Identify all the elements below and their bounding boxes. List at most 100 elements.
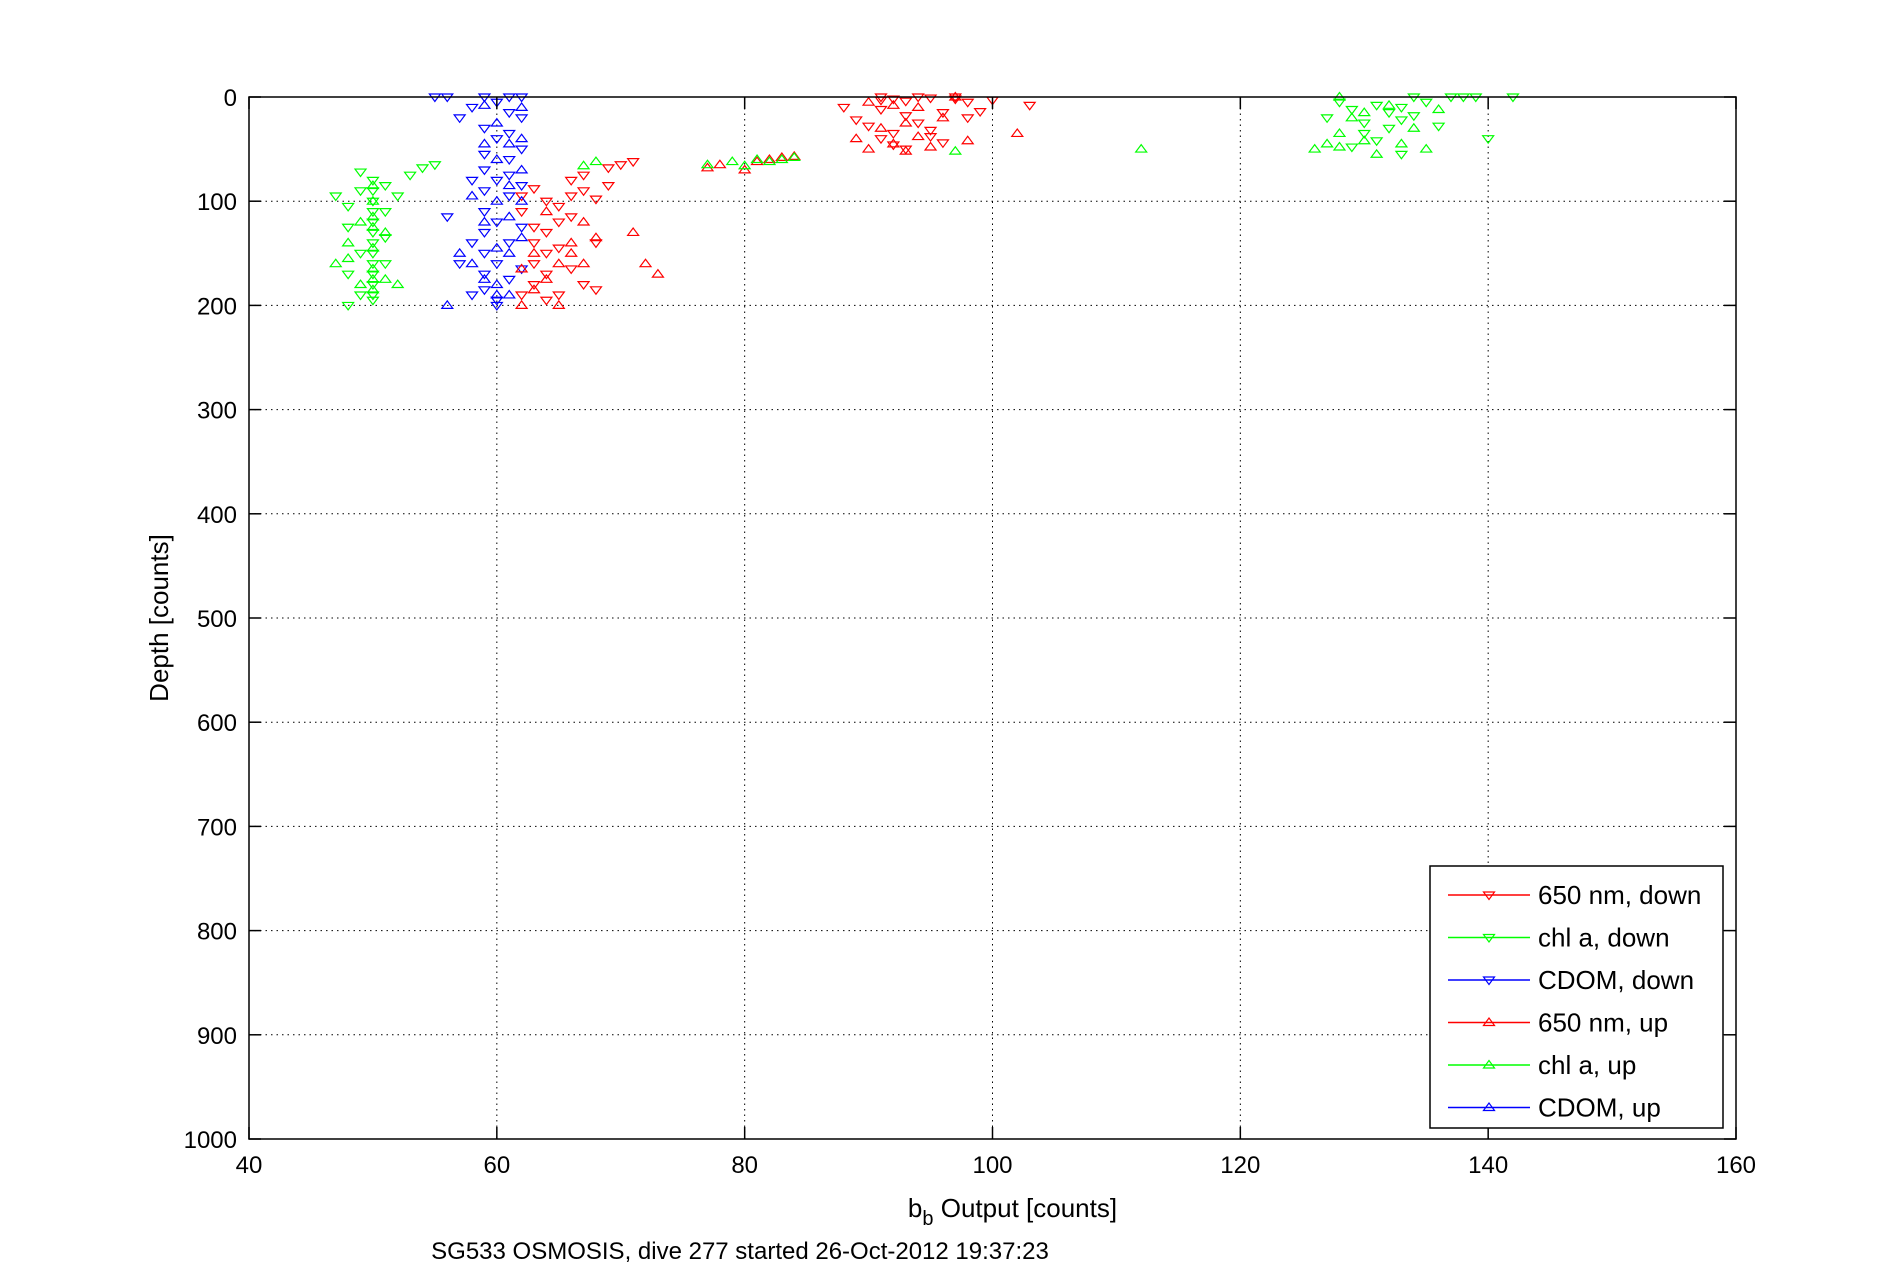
data-point: [366, 273, 380, 283]
data-point: [936, 109, 950, 119]
data-point: [490, 154, 504, 164]
data-point: [391, 279, 405, 289]
data-point: [638, 258, 653, 268]
x-axis-label-main: b: [908, 1193, 922, 1223]
data-point: [366, 280, 380, 291]
data-point: [886, 129, 901, 139]
data-point: [539, 296, 554, 306]
legend-marker: [1482, 933, 1496, 943]
data-point: [973, 108, 987, 118]
data-point: [465, 176, 479, 186]
legend-label: chl a, down: [1538, 923, 1670, 953]
data-point: [527, 280, 541, 291]
data-point: [564, 192, 578, 202]
legend-label: 650 nm, down: [1538, 880, 1701, 910]
data-point: [936, 139, 950, 149]
data-point: [589, 239, 603, 249]
legend-items: 650 nm, down chl a, down CDOM, down 650 nm,…: [1448, 880, 1701, 1123]
data-point: [1369, 137, 1384, 147]
x-tick-label: 100: [972, 1152, 1012, 1179]
data-point: [564, 176, 578, 186]
data-point: [1307, 143, 1322, 153]
data-point: [341, 301, 355, 311]
data-point: [1332, 141, 1347, 151]
data-point: [1481, 135, 1495, 145]
data-point: [923, 141, 938, 151]
data-point: [589, 195, 603, 205]
data-point: [366, 296, 380, 306]
data-point: [1394, 150, 1409, 160]
y-tick-label: 0: [224, 85, 237, 112]
y-tick-label: 300: [197, 398, 237, 425]
grid-lines: [249, 96, 1736, 1139]
data-point: [329, 192, 343, 202]
data-point: [576, 160, 591, 170]
data-point: [899, 112, 913, 122]
data-point: [750, 156, 764, 166]
data-point: [1357, 107, 1371, 117]
data-point: [366, 291, 380, 301]
data-point: [886, 141, 901, 151]
data-point: [775, 154, 789, 164]
x-axis-label: bb Output [counts]: [908, 1193, 1117, 1230]
data-point: [366, 228, 380, 238]
series-0: [514, 93, 1037, 306]
data-point: [564, 265, 578, 275]
y-tick-label: 400: [197, 502, 237, 529]
data-point: [341, 253, 355, 263]
data-point: [366, 221, 380, 231]
x-tick-label: 60: [483, 1152, 510, 1179]
legend-label: CDOM, up: [1538, 1093, 1661, 1123]
data-point: [1419, 98, 1433, 108]
data-point: [911, 119, 925, 129]
data-point: [1431, 104, 1446, 114]
data-point: [452, 114, 467, 124]
y-tick-label: 500: [197, 606, 237, 633]
data-point: [366, 239, 380, 249]
data-point: [366, 187, 380, 197]
data-point: [552, 202, 566, 212]
data-point: [1382, 99, 1396, 109]
data-point: [514, 223, 529, 233]
data-point: [428, 161, 442, 171]
data-point: [465, 258, 479, 268]
data-point: [440, 299, 454, 309]
data-point: [353, 249, 368, 259]
data-point: [378, 260, 392, 270]
data-point: [490, 296, 504, 306]
data-point: [465, 103, 479, 113]
data-point: [490, 289, 504, 299]
data-point: [713, 159, 727, 169]
data-point: [861, 122, 876, 132]
data-point: [1394, 103, 1409, 113]
legend-box: [1429, 865, 1724, 1129]
data-point: [341, 270, 355, 280]
data-point: [539, 197, 554, 207]
data-point: [1332, 98, 1347, 108]
data-point: [700, 159, 715, 169]
data-point: [899, 97, 913, 107]
data-point: [366, 249, 380, 259]
data-point: [477, 208, 492, 218]
data-point: [477, 124, 492, 134]
data-point: [552, 291, 566, 301]
data-point: [353, 187, 368, 197]
data-point: [366, 242, 380, 252]
data-point: [861, 143, 876, 153]
data-point: [341, 223, 355, 233]
x-tick-label: 80: [731, 1152, 758, 1179]
data-point: [366, 270, 380, 280]
data-point: [651, 268, 665, 278]
data-point: [477, 138, 492, 148]
data-point: [552, 258, 566, 268]
data-point: [440, 213, 454, 223]
y-tick-label: 100: [197, 189, 237, 216]
data-point: [514, 291, 529, 301]
legend-marker: [1482, 1059, 1496, 1069]
data-point: [527, 284, 541, 294]
data-point: [514, 114, 529, 124]
chart-caption: SG533 OSMOSIS, dive 277 started 26-Oct-2…: [431, 1238, 1049, 1262]
data-point: [1332, 128, 1347, 138]
data-point: [1394, 116, 1409, 126]
